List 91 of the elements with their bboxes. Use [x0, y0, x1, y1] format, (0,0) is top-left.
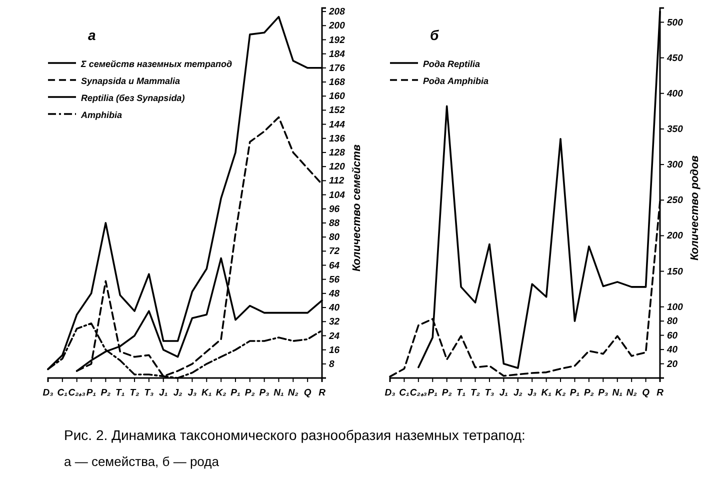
x-tick-label: P₂	[442, 387, 452, 398]
x-tick-label: T₂	[130, 387, 140, 398]
x-tick-label: N₂	[626, 387, 638, 398]
x-tick-label: C₂₊₃	[410, 387, 428, 398]
y-tick-label: 32	[329, 316, 340, 328]
x-tick-label: J₁	[159, 387, 168, 398]
y-tick-label: 120	[329, 162, 346, 173]
y-tick-label: 72	[329, 246, 340, 258]
x-tick-label: P₁	[86, 387, 96, 398]
y-tick-label: 150	[667, 266, 684, 278]
legend-label: Amphibia	[80, 110, 122, 120]
y-tick-label: 136	[329, 133, 346, 144]
y-tick-label: 152	[329, 105, 346, 116]
y-tick-label: 80	[329, 232, 340, 244]
x-tick-label: J₂	[173, 387, 183, 398]
y-tick-label: 128	[329, 148, 346, 159]
y-tick-label: 300	[667, 160, 684, 171]
legend-label: Рода Amphibia	[423, 76, 488, 86]
x-tick-label: R	[318, 387, 326, 398]
x-tick-label: Q	[642, 387, 650, 398]
y-tick-label: 200	[666, 230, 684, 242]
y-tick-label: 176	[329, 62, 346, 74]
y-tick-label: 400	[666, 88, 684, 100]
x-tick-label: P₁	[570, 387, 580, 398]
y-tick-label: 144	[329, 119, 346, 130]
y-tick-label: 200	[328, 20, 346, 32]
x-tick-label: C₁	[399, 387, 410, 398]
y-tick-label: 48	[328, 288, 340, 300]
x-tick-label: J₃	[188, 387, 197, 398]
y-tick-label: 40	[666, 344, 678, 356]
text: б	[430, 27, 439, 43]
x-tick-label: D₃	[384, 387, 396, 398]
x-tick-label: C₂₊₃	[68, 387, 86, 398]
x-tick-label: J₁	[499, 387, 508, 398]
x-tick-label: K₂	[216, 387, 227, 398]
y-tick-label: 208	[328, 6, 346, 18]
y-tick-label: 64	[329, 260, 340, 272]
x-tick-label: P₁	[230, 387, 240, 398]
y-tick-label: 96	[329, 204, 340, 215]
text: а — семейства, б — рода	[64, 454, 220, 469]
y-tick-label: 56	[329, 274, 340, 286]
y-tick-label: 8	[329, 358, 335, 370]
legend-label: Σ семейств наземных тетрапод	[80, 59, 233, 69]
text: Рис. 2. Динамика таксономического разнообразия наземных тетрапод:	[64, 427, 526, 443]
x-tick-label: N₁	[612, 387, 622, 398]
y-tick-label: 80	[667, 316, 678, 328]
y-tick-label: 60	[667, 330, 678, 342]
y-tick-label: 250	[666, 195, 684, 206]
y-tick-label: 112	[329, 176, 345, 187]
x-tick-label: T₃	[144, 387, 154, 398]
x-tick-label: J₂	[513, 387, 523, 398]
y-tick-label: 24	[328, 330, 340, 342]
x-tick-label: J₃	[528, 387, 537, 398]
legend-label: Synapsida и Mammalia	[81, 76, 180, 86]
y-tick-label: 168	[329, 77, 346, 88]
y-tick-label: 500	[667, 17, 684, 28]
x-tick-label: K₁	[541, 387, 552, 398]
x-tick-label: K₂	[555, 387, 566, 398]
x-tick-label: D₃	[42, 387, 54, 398]
x-tick-label: T₁	[456, 387, 466, 398]
y-tick-label: 192	[329, 34, 346, 46]
y-tick-label: 450	[666, 52, 684, 64]
x-tick-label: R	[656, 387, 664, 398]
x-tick-label: Q	[304, 387, 312, 398]
x-tick-label: C₁	[57, 387, 68, 398]
y-axis-title: Количество семейств	[351, 144, 363, 272]
y-tick-label: 350	[667, 124, 684, 135]
y-tick-label: 16	[329, 344, 340, 356]
legend-label: Reptilia (без Synapsida)	[81, 93, 185, 103]
x-tick-label: P₂	[100, 387, 112, 398]
x-tick-label: P₂	[584, 387, 594, 398]
y-tick-label: 100	[667, 302, 684, 313]
x-tick-label: P₃	[259, 387, 270, 398]
x-tick-label: P₁	[428, 387, 438, 398]
y-tick-label: 104	[329, 190, 346, 201]
y-axis-title: Количество родов	[689, 155, 701, 260]
x-tick-label: T₃	[484, 387, 495, 398]
text: а	[88, 27, 96, 43]
x-tick-label: N₁	[274, 387, 284, 398]
x-tick-label: T₂	[470, 387, 480, 398]
y-tick-label: 184	[329, 48, 346, 60]
y-tick-label: 20	[666, 358, 678, 370]
x-tick-label: K₁	[202, 387, 212, 398]
y-tick-label: 40	[328, 302, 340, 314]
x-tick-label: P₃	[598, 387, 608, 398]
x-tick-label: T₁	[116, 387, 125, 398]
legend-label: Рода Reptilia	[423, 59, 480, 69]
y-tick-label: 88	[329, 218, 340, 229]
x-tick-label: N₂	[288, 387, 299, 398]
y-tick-label: 160	[329, 91, 346, 102]
x-tick-label: P₂	[244, 387, 256, 398]
